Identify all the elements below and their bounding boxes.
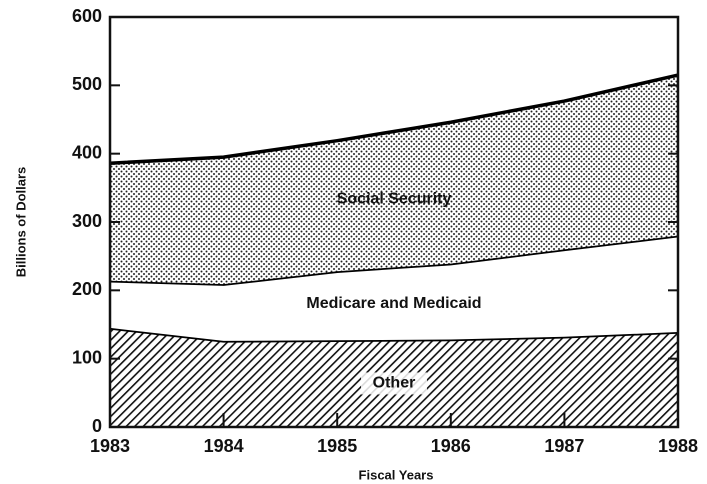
x-tick-label: 1986 bbox=[431, 436, 471, 456]
y-tick-label: 500 bbox=[72, 74, 102, 94]
y-tick-label: 100 bbox=[72, 347, 102, 367]
x-tick-label: 1988 bbox=[658, 436, 698, 456]
series-label: Other bbox=[373, 375, 416, 392]
y-axis-label: Billions of Dollars bbox=[13, 167, 28, 278]
series-label: Medicare and Medicaid bbox=[306, 295, 481, 312]
y-tick-label: 600 bbox=[72, 6, 102, 26]
x-axis-label: Fiscal Years bbox=[359, 467, 434, 482]
y-tick-label: 300 bbox=[72, 211, 102, 231]
y-tick-label: 0 bbox=[92, 416, 102, 436]
x-tick-label: 1984 bbox=[204, 436, 244, 456]
area bbox=[110, 235, 678, 341]
y-tick-label: 200 bbox=[72, 279, 102, 299]
x-tick-label: 1983 bbox=[90, 436, 130, 456]
area-edge bbox=[109, 73, 679, 165]
x-tick-label: 1985 bbox=[317, 436, 357, 456]
area bbox=[110, 75, 678, 285]
x-tick-label: 1987 bbox=[544, 436, 584, 456]
y-tick-label: 400 bbox=[72, 142, 102, 162]
label-backdrop bbox=[361, 372, 427, 395]
series-label: Social Security bbox=[337, 191, 452, 208]
